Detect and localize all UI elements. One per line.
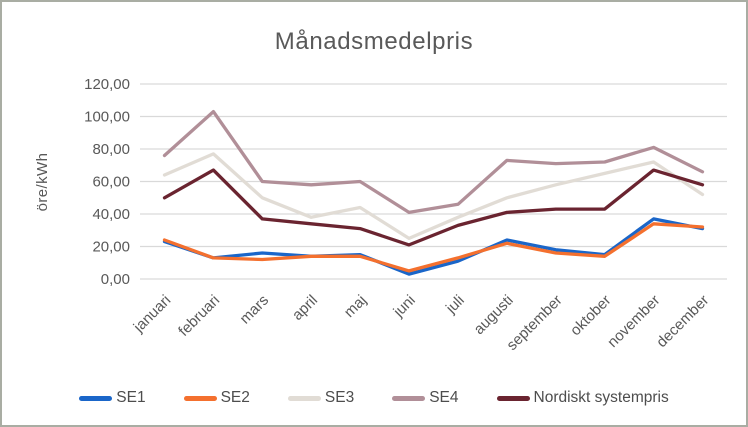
x-axis-tick-label: juli [442, 292, 468, 318]
x-axis-tick-label: januari [130, 292, 175, 337]
y-axis-title: öre/kWh [34, 153, 51, 212]
x-axis-tick-label: april [289, 292, 321, 324]
series-line-se2 [162, 222, 705, 273]
y-axis-tick-label: 80,00 [92, 141, 130, 158]
y-axis-tick-label: 120,00 [84, 76, 130, 93]
series-line-se1 [162, 217, 705, 276]
x-axis-tick-label: mars [237, 292, 273, 328]
x-axis-tick-label: augusti [471, 292, 517, 338]
x-axis-tick-label: februari [175, 292, 223, 340]
x-axis-tick-label: juni [390, 292, 419, 321]
legend-swatch-se3 [287, 395, 321, 401]
x-axis-tick-label: oktober [567, 292, 614, 339]
legend-label-se3: SE3 [324, 389, 355, 406]
series-line-nordiskt-systempris [162, 168, 705, 247]
series-line-se3 [162, 152, 705, 241]
legend-swatch-se4 [392, 395, 426, 401]
series-line-se4 [162, 109, 705, 215]
legend-swatch-nordiskt-systempris [496, 395, 530, 401]
legend-label-se2: SE2 [220, 389, 250, 406]
legend-label-nordiskt-systempris: Nordiskt systempris [533, 389, 669, 406]
legend-item-se3: SE3 [287, 389, 355, 407]
y-axis-tick-label: 100,00 [84, 109, 130, 126]
x-axis-tick-label: november [604, 292, 663, 351]
legend-swatch-se1 [79, 395, 113, 401]
y-axis-tick-label: 20,00 [92, 239, 130, 256]
chart-title: Månadsmedelpris [274, 28, 474, 55]
x-axis-tick-label: maj [341, 292, 370, 321]
legend-item-se1: SE1 [79, 389, 146, 407]
legend-swatch-se2 [183, 395, 217, 401]
y-axis-tick-label: 0,00 [101, 271, 130, 288]
legend-item-se4: SE4 [392, 389, 459, 407]
y-axis-tick-label: 60,00 [92, 174, 130, 191]
chart-legend: SE1 SE2 SE3 SE4 Nordiskt systempris [2, 389, 746, 407]
legend-item-nordiskt-systempris: Nordiskt systempris [496, 389, 669, 407]
legend-label-se1: SE1 [116, 389, 146, 406]
y-axis-tick-label: 40,00 [92, 206, 130, 223]
legend-label-se4: SE4 [429, 389, 459, 406]
legend-item-se2: SE2 [183, 389, 250, 407]
x-axis-tick-label: december [653, 292, 712, 351]
